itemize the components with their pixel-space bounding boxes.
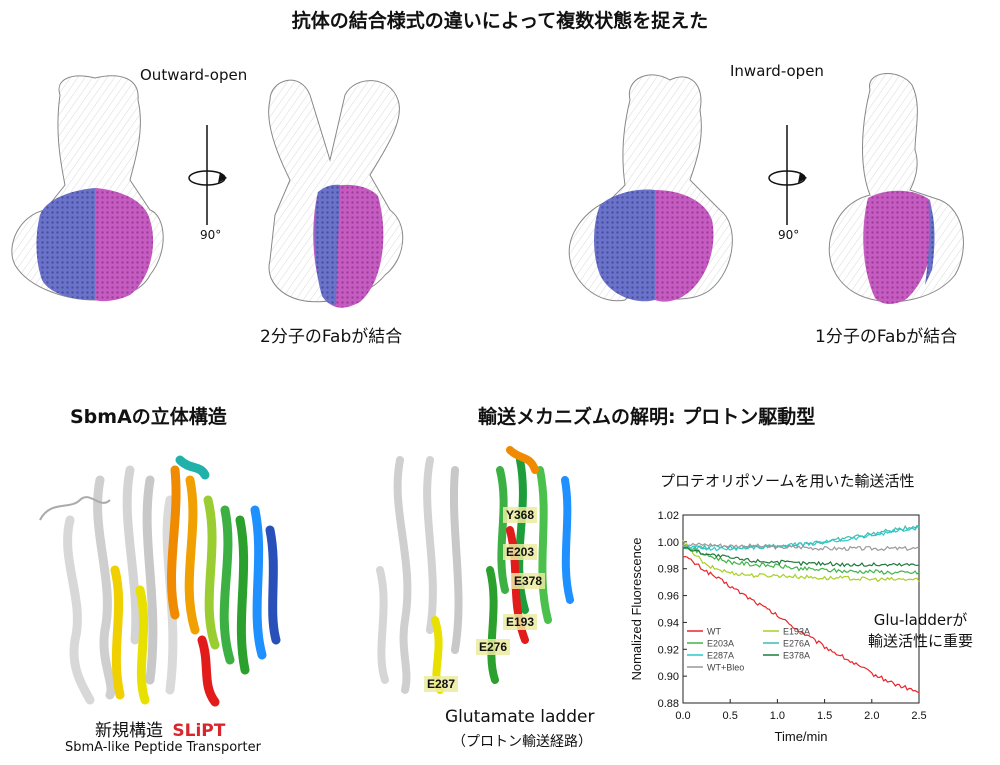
rotate-90-icon-left <box>188 125 227 225</box>
x-tick-label: 0.0 <box>675 710 690 722</box>
y-tick-label: 0.96 <box>658 591 679 603</box>
sbma-ribbon-structure <box>39 455 281 707</box>
x-tick-label: 0.5 <box>723 710 738 722</box>
series-line-e378a <box>682 546 919 568</box>
x-tick-label: 1.0 <box>770 710 785 722</box>
structure-caption: 新規構造 SLiPT <box>95 716 225 741</box>
legend-label: WT <box>707 627 721 637</box>
y-tick-label: 1.02 <box>658 510 679 522</box>
y-tick-label: 0.94 <box>658 617 679 629</box>
x-tick-label: 2.0 <box>864 710 879 722</box>
legend-label: E203A <box>707 639 734 649</box>
residue-y368: Y368 <box>503 507 538 523</box>
outward-side-map <box>268 79 404 308</box>
outward-open-label: Outward-open <box>140 66 248 84</box>
caption-prefix: 新規構造 <box>95 721 163 741</box>
x-axis-label: Time/min <box>775 729 828 744</box>
structure-title: SbmAの立体構造 <box>70 406 227 428</box>
chart-series <box>682 524 920 694</box>
rotation-label-left: 90° <box>200 228 222 242</box>
rotation-label-right: 90° <box>778 228 800 242</box>
fluorescence-chart: 0.88 0.90 0.92 0.94 0.96 0.98 1.00 1.02 0.0 0.5 1.… <box>629 510 927 744</box>
annotation-line2: 輸送活性に重要 <box>868 632 974 650</box>
ladder-caption: Glutamate ladder <box>445 707 595 727</box>
inward-open-label: Inward-open <box>730 62 824 80</box>
chart-legend: WT E193A E203A E276A E287A E378A WT+Bleo <box>687 627 810 673</box>
plot-frame <box>682 514 920 704</box>
annotation-line1: Glu-ladderが <box>873 611 968 629</box>
top-title: 抗体の結合様式の違いによって複数状態を捉えた <box>291 10 709 32</box>
residue-e276: E276 <box>476 639 511 655</box>
y-tick-label: 0.90 <box>658 671 679 683</box>
rotate-90-icon-right <box>768 125 807 225</box>
slipt-name: SLiPT <box>172 721 226 741</box>
y-tick-label: 0.88 <box>658 698 679 710</box>
outward-caption: 2分子のFabが結合 <box>260 327 403 347</box>
glutamate-ladder-structure <box>376 446 574 694</box>
residue-e193: E193 <box>503 614 538 630</box>
x-tick-label: 2.5 <box>911 710 926 722</box>
ladder-subcaption: （プロトン輸送経路） <box>452 734 592 750</box>
x-tick-label: 1.5 <box>817 710 832 722</box>
y-tick-label: 1.00 <box>658 537 679 549</box>
residue-e378: E378 <box>511 573 546 589</box>
inward-front-map <box>568 74 733 302</box>
residue-e203: E203 <box>503 544 538 560</box>
annotation: Glu-ladderが 輸送活性に重要 <box>868 609 973 651</box>
inward-side-map <box>828 73 964 304</box>
y-tick-label: 0.98 <box>658 564 679 576</box>
structure-subcaption: SbmA-like Peptide Transporter <box>65 740 261 755</box>
legend-label: E378A <box>783 651 810 661</box>
assay-subtitle: プロテオリポソームを用いた輸送活性 <box>660 472 915 490</box>
series-line-wt-bleo <box>682 542 920 552</box>
inward-caption: 1分子のFabが結合 <box>815 327 958 347</box>
series-line-e193a <box>682 540 920 583</box>
legend-label: WT+Bleo <box>707 663 744 673</box>
series-line-e203a <box>682 544 920 575</box>
y-axis-label: Nomalized Fluorescence <box>629 537 644 680</box>
series-line-wt <box>682 555 920 694</box>
chart-axes: 0.88 0.90 0.92 0.94 0.96 0.98 1.00 1.02 0.0 0.5 1.… <box>629 510 927 744</box>
mechanism-title: 輸送メカニズムの解明: プロトン駆動型 <box>478 406 816 428</box>
outward-front-map <box>11 75 164 302</box>
legend-label: E287A <box>707 651 734 661</box>
legend-label: E193A <box>783 627 810 637</box>
y-tick-label: 0.92 <box>658 644 679 656</box>
cryo-em-maps <box>11 73 964 308</box>
residue-e287: E287 <box>424 676 459 692</box>
legend-label: E276A <box>783 639 810 649</box>
